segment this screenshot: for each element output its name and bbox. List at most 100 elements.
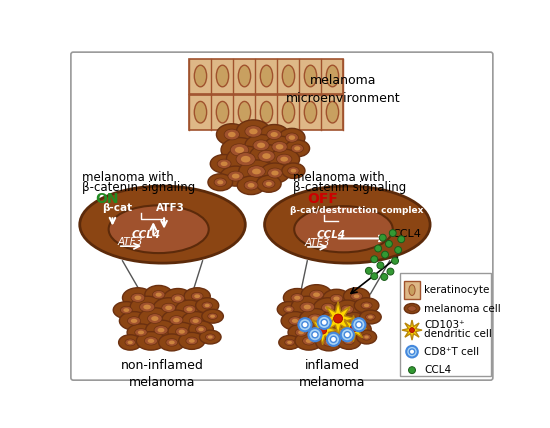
Ellipse shape [195,326,207,333]
Ellipse shape [350,325,357,332]
Ellipse shape [179,330,185,334]
Ellipse shape [208,174,233,191]
Text: ATF3: ATF3 [156,203,185,213]
Text: melanoma with: melanoma with [81,171,173,184]
Ellipse shape [241,156,250,163]
Ellipse shape [145,337,157,345]
Ellipse shape [341,305,354,313]
Ellipse shape [260,163,290,183]
Ellipse shape [249,128,257,134]
Ellipse shape [282,163,305,178]
Ellipse shape [237,176,265,195]
Ellipse shape [157,328,164,333]
Ellipse shape [409,349,415,354]
Ellipse shape [175,296,181,301]
Text: keratinocyte: keratinocyte [425,285,490,295]
Ellipse shape [295,329,307,336]
Ellipse shape [221,161,228,166]
Ellipse shape [134,295,141,300]
Ellipse shape [276,144,283,149]
Ellipse shape [286,308,292,311]
Ellipse shape [189,321,213,338]
Ellipse shape [379,234,386,241]
Ellipse shape [196,298,219,313]
Ellipse shape [333,300,361,318]
Ellipse shape [153,298,184,318]
Ellipse shape [260,125,289,145]
Ellipse shape [362,334,371,340]
Ellipse shape [294,146,300,151]
Ellipse shape [192,319,199,323]
Ellipse shape [327,333,340,346]
Ellipse shape [123,308,129,312]
Ellipse shape [314,298,343,318]
FancyBboxPatch shape [400,273,491,376]
Ellipse shape [281,312,309,330]
Text: β-cat/destruction complex: β-cat/destruction complex [290,206,424,215]
Ellipse shape [271,132,278,137]
Ellipse shape [168,322,196,341]
Ellipse shape [314,326,327,335]
Ellipse shape [320,310,350,330]
Ellipse shape [267,130,282,140]
Ellipse shape [291,144,304,153]
Ellipse shape [353,326,365,333]
Ellipse shape [182,312,210,330]
Ellipse shape [337,333,361,349]
Text: ON: ON [95,191,118,205]
Ellipse shape [208,313,217,319]
Ellipse shape [392,257,399,264]
Ellipse shape [170,315,183,324]
Ellipse shape [194,101,207,123]
Ellipse shape [333,327,346,336]
Ellipse shape [262,153,271,159]
Ellipse shape [135,329,147,336]
Ellipse shape [313,292,320,297]
Ellipse shape [398,236,405,243]
Ellipse shape [288,167,299,175]
Ellipse shape [294,206,393,253]
Text: dendritic cell: dendritic cell [425,329,492,339]
Ellipse shape [386,241,392,247]
Ellipse shape [202,302,212,309]
Ellipse shape [184,288,210,305]
Ellipse shape [113,302,140,318]
Ellipse shape [163,288,192,309]
Ellipse shape [248,166,265,177]
Ellipse shape [365,268,372,274]
Ellipse shape [283,288,311,307]
Ellipse shape [387,268,394,275]
Ellipse shape [364,304,370,307]
Ellipse shape [173,318,180,322]
Ellipse shape [140,302,155,312]
Ellipse shape [139,308,171,329]
Ellipse shape [119,335,142,350]
Ellipse shape [144,305,151,309]
Ellipse shape [406,346,418,357]
Ellipse shape [310,290,323,299]
Ellipse shape [344,332,350,338]
Ellipse shape [260,101,273,123]
Ellipse shape [221,137,258,162]
FancyBboxPatch shape [189,95,343,130]
Ellipse shape [404,303,420,314]
Ellipse shape [202,309,223,323]
Ellipse shape [300,309,331,329]
Ellipse shape [316,334,342,351]
Ellipse shape [326,101,339,123]
Ellipse shape [309,328,322,341]
Ellipse shape [216,65,229,87]
FancyBboxPatch shape [189,59,343,94]
Ellipse shape [344,307,350,312]
Ellipse shape [325,306,331,310]
Ellipse shape [318,326,327,334]
Ellipse shape [323,339,335,346]
Ellipse shape [328,315,342,324]
Ellipse shape [285,140,310,157]
Ellipse shape [280,157,288,162]
Ellipse shape [208,336,213,339]
Ellipse shape [162,310,191,330]
Ellipse shape [154,326,168,335]
Ellipse shape [235,147,244,153]
Text: β-catenin signaling: β-catenin signaling [294,181,406,194]
